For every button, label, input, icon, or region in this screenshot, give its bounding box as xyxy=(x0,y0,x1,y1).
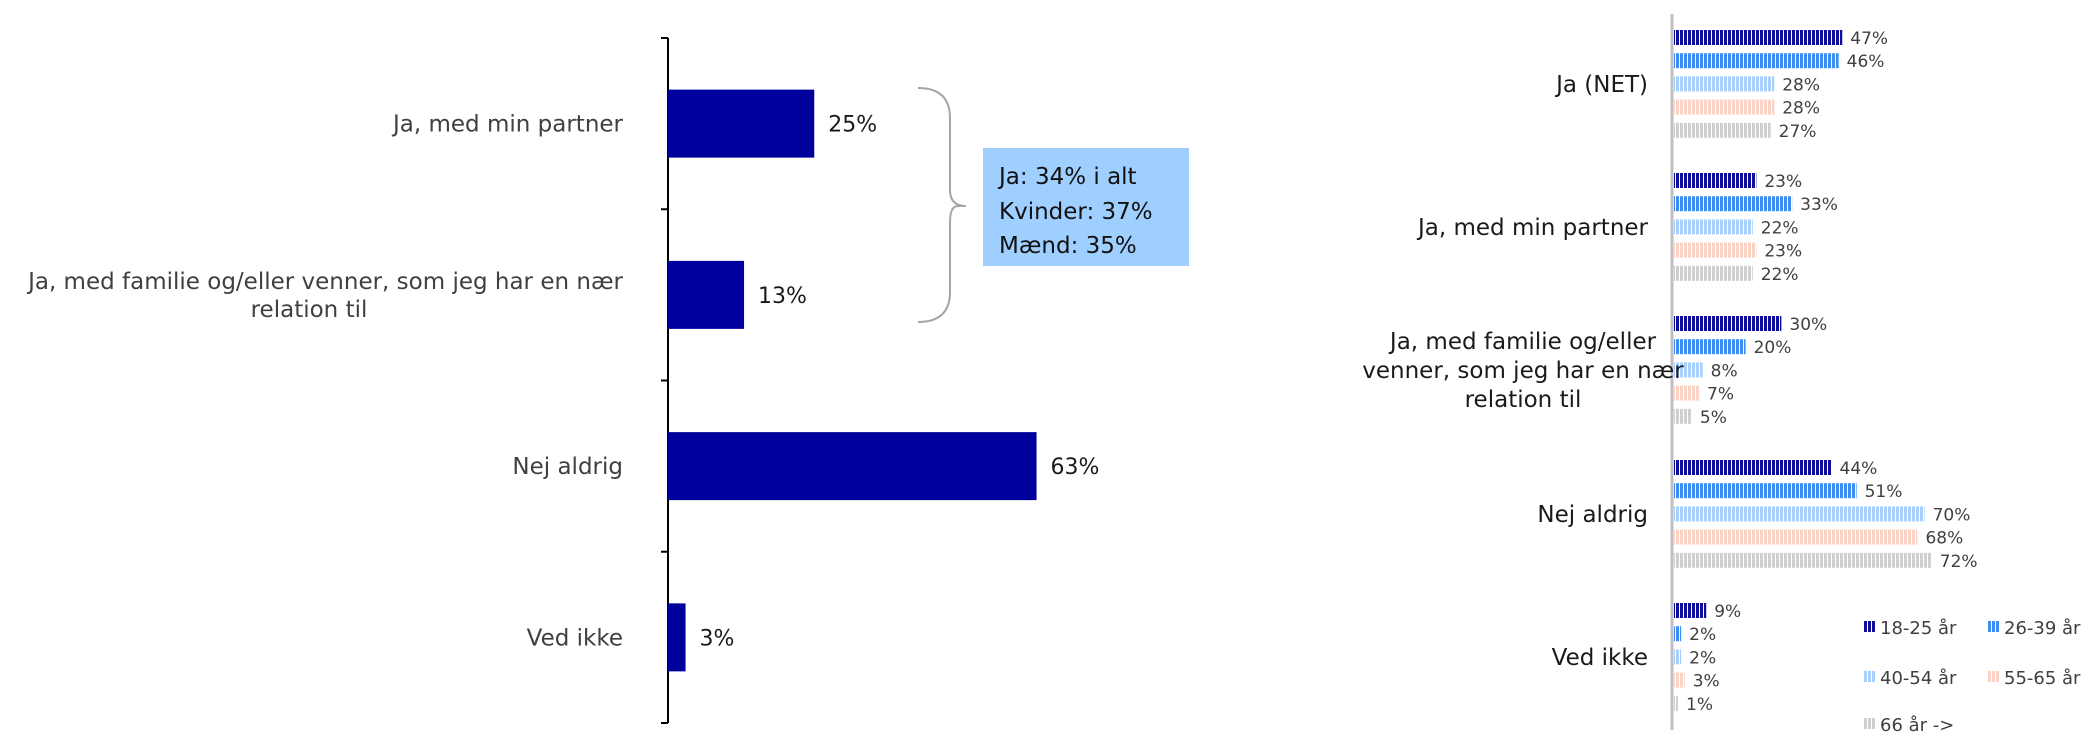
right-bar xyxy=(1674,316,1782,331)
right-value-label: 28% xyxy=(1782,75,1820,95)
right-value-label: 27% xyxy=(1779,122,1817,142)
left-value-label: 25% xyxy=(828,113,877,138)
right-value-label: 44% xyxy=(1840,459,1878,479)
left-value-label: 3% xyxy=(700,626,735,651)
right-bar xyxy=(1674,99,1775,115)
right-value-label: 51% xyxy=(1865,482,1903,502)
right-value-label: 2% xyxy=(1689,648,1716,668)
right-bar xyxy=(1674,672,1685,688)
legend: 18-25 år 26-39 år 40-54 år 55-65 år 66 år -> xyxy=(1864,618,2081,736)
right-value-label: 70% xyxy=(1933,505,1971,525)
callout-line-3: Mænd: 35% xyxy=(999,233,1137,259)
right-bar xyxy=(1674,53,1839,69)
right-bar xyxy=(1674,626,1682,642)
legend-swatch xyxy=(1988,671,1999,682)
right-value-label: 1% xyxy=(1686,695,1713,715)
right-bar xyxy=(1674,695,1678,711)
left-value-label: 13% xyxy=(758,284,807,309)
legend-swatch xyxy=(1864,718,1875,729)
right-value-label: 20% xyxy=(1754,338,1792,358)
right-value-label: 3% xyxy=(1693,672,1720,692)
right-chart: 47%46%28%28%27%Ja (NET)23%33%22%23%22%Ja… xyxy=(1362,14,1978,730)
right-value-label: 30% xyxy=(1789,315,1827,335)
right-bar xyxy=(1674,649,1682,665)
right-value-label: 2% xyxy=(1689,625,1716,645)
left-value-label: 63% xyxy=(1051,455,1100,480)
right-bar xyxy=(1674,506,1925,522)
legend-label: 26-39 år xyxy=(2004,618,2081,639)
right-category-label: Ja (NET) xyxy=(1554,72,1648,98)
right-bar xyxy=(1674,242,1757,258)
right-bar xyxy=(1674,460,1832,475)
right-value-label: 23% xyxy=(1764,242,1802,262)
right-bar xyxy=(1674,76,1775,92)
callout-brace xyxy=(917,87,967,323)
legend-label: 66 år -> xyxy=(1880,715,1954,736)
right-bar xyxy=(1674,122,1771,138)
right-bar xyxy=(1674,552,1932,568)
right-bar xyxy=(1674,30,1843,45)
right-category-label: Ja, med min partner xyxy=(1416,215,1649,241)
right-bar xyxy=(1674,173,1757,188)
right-bar xyxy=(1674,362,1703,378)
legend-swatch xyxy=(1864,621,1875,632)
right-value-label: 9% xyxy=(1714,602,1741,622)
left-category-label: Ved ikke xyxy=(527,625,623,651)
right-bar xyxy=(1674,219,1753,235)
left-bar xyxy=(668,603,686,672)
right-bar xyxy=(1674,483,1857,499)
left-category-label: Ja, med min partner xyxy=(391,112,624,138)
right-value-label: 47% xyxy=(1850,29,1888,49)
right-value-label: 68% xyxy=(1925,529,1963,549)
right-value-label: 8% xyxy=(1711,361,1738,381)
legend-label: 40-54 år xyxy=(1880,668,1957,689)
legend-label: 55-65 år xyxy=(2004,668,2081,689)
right-value-label: 33% xyxy=(1800,195,1838,215)
right-bar xyxy=(1674,339,1746,355)
right-value-label: 7% xyxy=(1707,385,1734,405)
right-value-label: 72% xyxy=(1940,552,1978,572)
right-bar xyxy=(1674,385,1700,401)
right-value-label: 28% xyxy=(1782,99,1820,119)
right-bar xyxy=(1674,196,1793,212)
right-value-label: 23% xyxy=(1764,172,1802,192)
right-category-label: Nej aldrig xyxy=(1537,502,1648,528)
right-value-label: 22% xyxy=(1761,265,1799,285)
left-chart: 25% Ja, med min partner 13% Ja, med familie… xyxy=(26,37,1100,724)
left-category-label: Nej aldrig xyxy=(512,454,623,480)
right-value-label: 46% xyxy=(1847,52,1885,72)
legend-swatch xyxy=(1864,671,1875,682)
right-bar xyxy=(1674,603,1707,618)
callout-box: Ja: 34% i alt Kvinder: 37% Mænd: 35% xyxy=(917,87,1189,323)
left-category-label: Ja, med familie og/eller venner, som jeg… xyxy=(26,269,623,323)
left-bar xyxy=(668,432,1037,501)
right-bar xyxy=(1674,265,1753,281)
left-bar xyxy=(668,260,745,329)
legend-label: 18-25 år xyxy=(1880,618,1957,639)
right-category-label: Ved ikke xyxy=(1552,645,1648,671)
left-bar xyxy=(668,89,815,158)
callout-background xyxy=(983,148,1189,266)
right-bar xyxy=(1674,529,1918,545)
callout-line-1: Ja: 34% i alt xyxy=(997,164,1137,190)
right-value-label: 5% xyxy=(1700,408,1727,428)
right-value-label: 22% xyxy=(1761,218,1799,238)
right-bar xyxy=(1674,408,1692,424)
right-category-label: Ja, med familie og/eller venner, som jeg … xyxy=(1362,329,1684,413)
legend-swatch xyxy=(1988,621,1999,632)
callout-line-2: Kvinder: 37% xyxy=(999,199,1153,225)
